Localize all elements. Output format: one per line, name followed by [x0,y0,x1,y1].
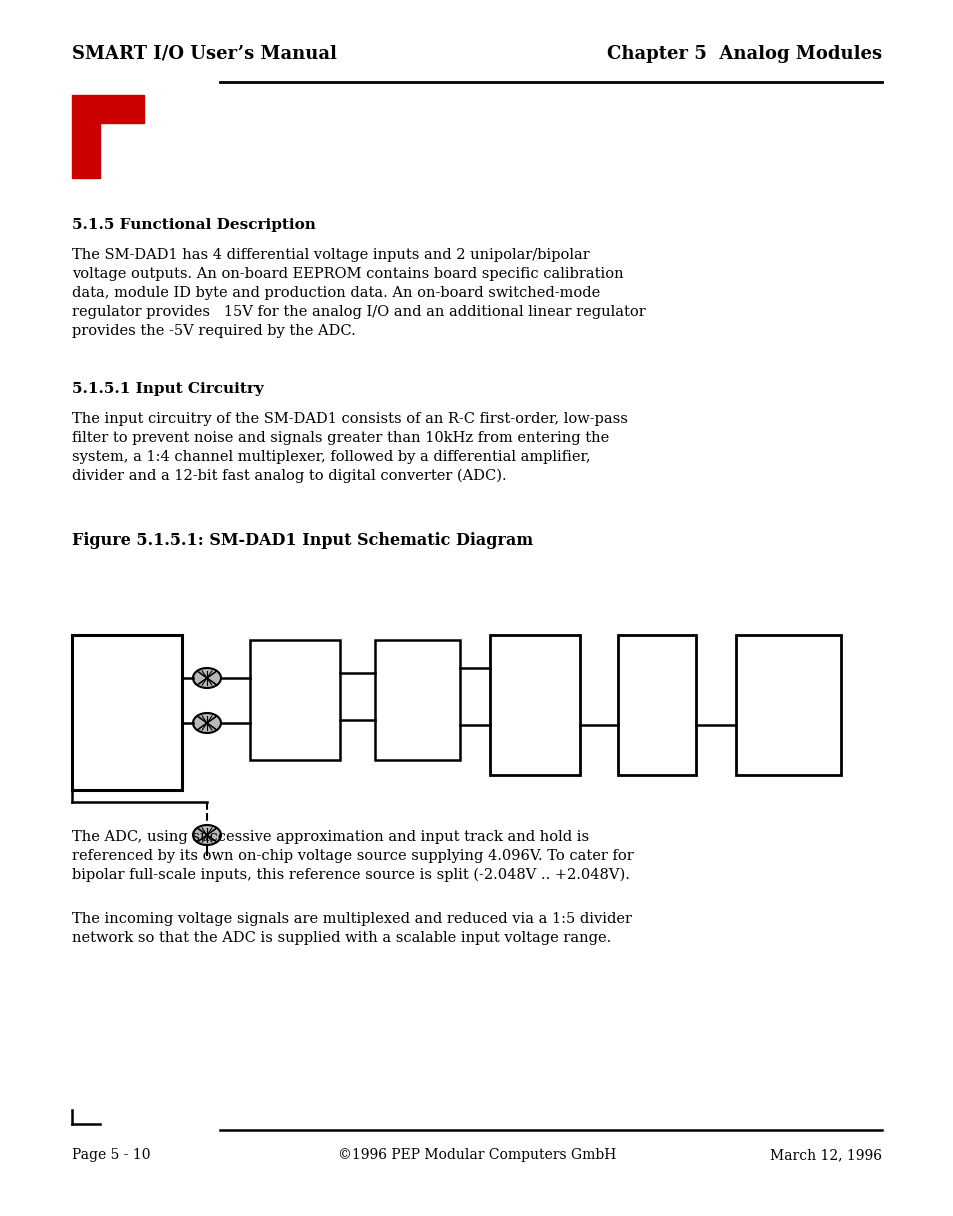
Bar [250,640,339,760]
Text: referenced by its own on-chip voltage source supplying 4.096V. To cater for: referenced by its own on-chip voltage so… [71,849,633,863]
Bar [71,123,100,178]
Bar [618,635,696,775]
Text: voltage outputs. An on-board EEPROM contains board specific calibration: voltage outputs. An on-board EEPROM cont… [71,268,623,281]
Bar [71,95,144,123]
Text: Page 5 - 10: Page 5 - 10 [71,1148,151,1162]
Text: provides the -5V required by the ADC.: provides the -5V required by the ADC. [71,323,355,338]
Text: data, module ID byte and production data. An on-board switched-mode: data, module ID byte and production data… [71,286,599,300]
Text: 5.1.5.1 Input Circuitry: 5.1.5.1 Input Circuitry [71,382,263,396]
Text: 5.1.5 Functional Description: 5.1.5 Functional Description [71,218,315,232]
Text: regulator provides   15V for the analog I/O and an additional linear regulator: regulator provides 15V for the analog I/… [71,305,645,319]
Text: divider and a 12-bit fast analog to digital converter (ADC).: divider and a 12-bit fast analog to digi… [71,469,506,484]
Ellipse shape [193,713,221,733]
Text: filter to prevent noise and signals greater than 10kHz from entering the: filter to prevent noise and signals grea… [71,430,609,445]
Text: The input circuitry of the SM-DAD1 consists of an R-C first-order, low-pass: The input circuitry of the SM-DAD1 consi… [71,412,627,426]
Text: The ADC, using successive approximation and input track and hold is: The ADC, using successive approximation … [71,831,589,844]
Text: network so that the ADC is supplied with a scalable input voltage range.: network so that the ADC is supplied with… [71,931,611,945]
Bar [735,635,841,775]
Text: bipolar full-scale inputs, this reference source is split (-2.048V .. +2.048V).: bipolar full-scale inputs, this referenc… [71,868,629,883]
Text: March 12, 1996: March 12, 1996 [769,1148,882,1162]
Text: system, a 1:4 channel multiplexer, followed by a differential amplifier,: system, a 1:4 channel multiplexer, follo… [71,450,590,465]
Ellipse shape [193,824,221,845]
Bar [375,640,459,760]
Text: Figure 5.1.5.1: SM-DAD1 Input Schematic Diagram: Figure 5.1.5.1: SM-DAD1 Input Schematic … [71,533,533,548]
Text: The incoming voltage signals are multiplexed and reduced via a 1:5 divider: The incoming voltage signals are multipl… [71,912,631,927]
Text: Chapter 5  Analog Modules: Chapter 5 Analog Modules [606,45,882,63]
Text: ©1996 PEP Modular Computers GmbH: ©1996 PEP Modular Computers GmbH [337,1148,616,1162]
Bar [490,635,579,775]
Bar [71,635,182,790]
Text: SMART I/O User’s Manual: SMART I/O User’s Manual [71,45,336,63]
Text: The SM-DAD1 has 4 differential voltage inputs and 2 unipolar/bipolar: The SM-DAD1 has 4 differential voltage i… [71,248,589,261]
Ellipse shape [193,668,221,688]
